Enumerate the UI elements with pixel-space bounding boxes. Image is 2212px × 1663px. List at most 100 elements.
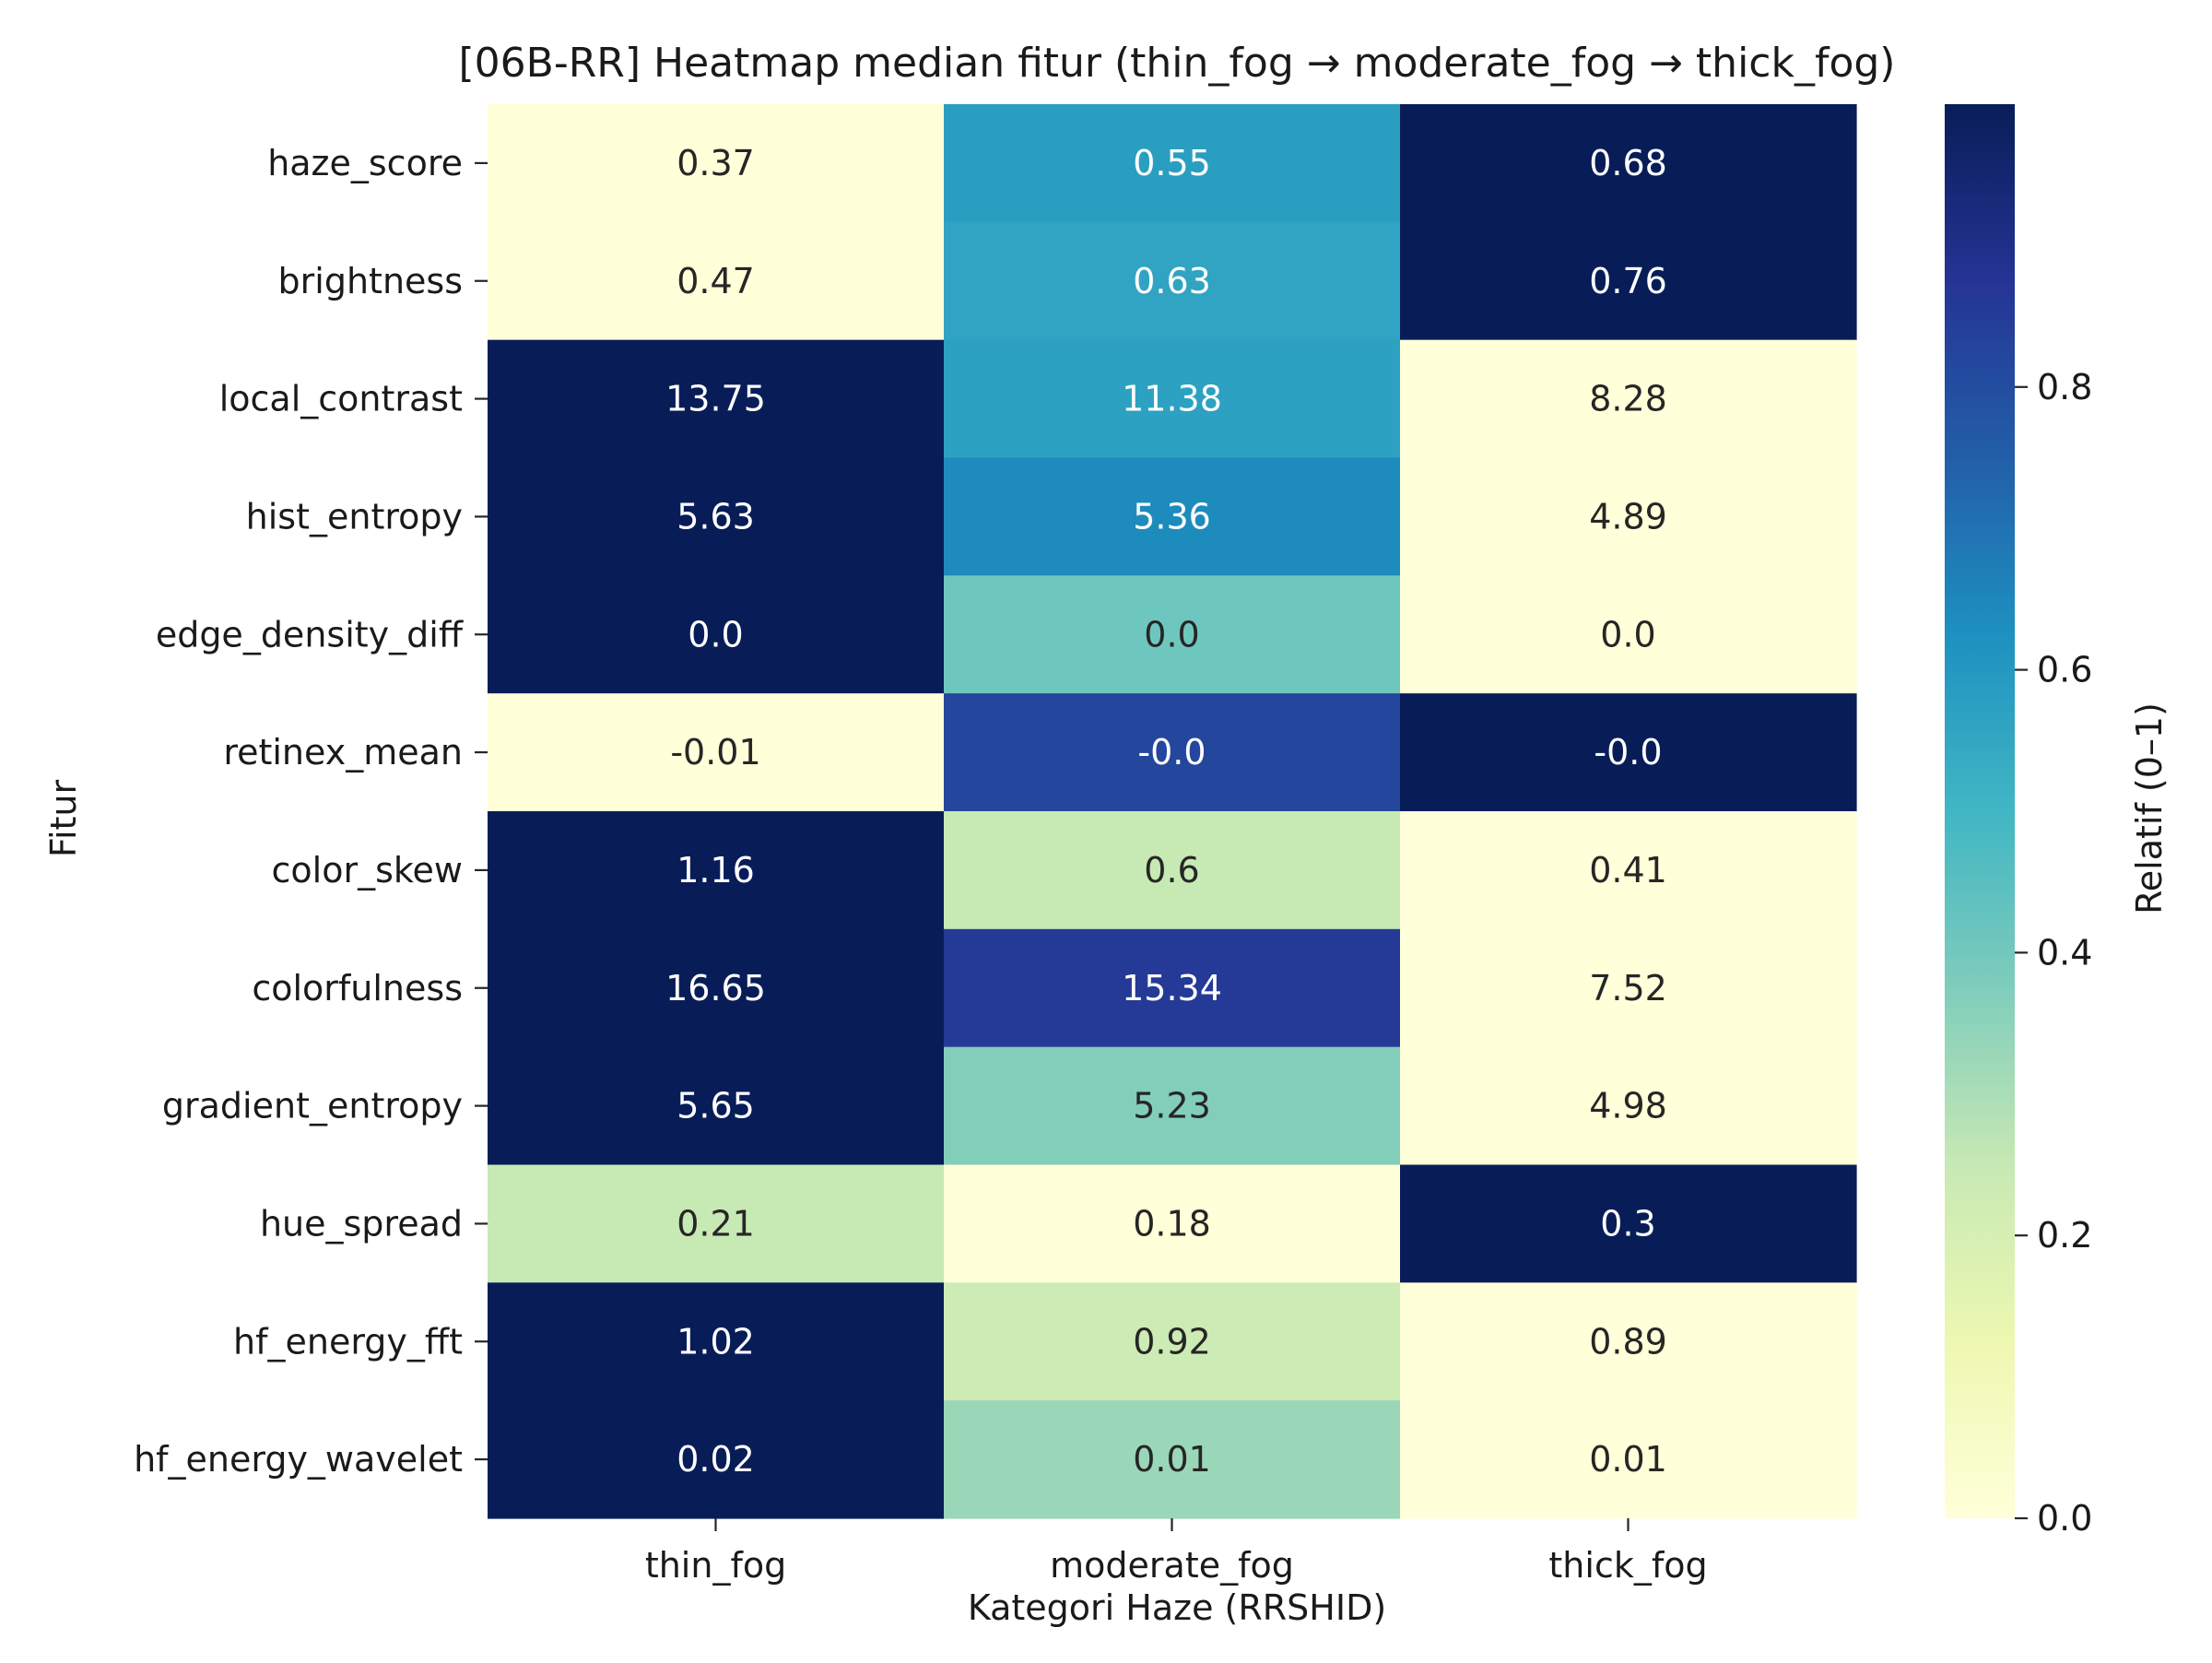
cell-value-label: 0.92 [1133, 1321, 1211, 1362]
colorbar-gradient [1945, 104, 2015, 1518]
cell-value-label: 0.01 [1133, 1439, 1211, 1480]
cell-value-label: 1.02 [677, 1321, 755, 1362]
cell-value-label: 16.65 [665, 968, 766, 1008]
heatmap-cell [488, 1164, 945, 1283]
heatmap-cell [1400, 457, 1857, 576]
heatmap-cell [488, 928, 945, 1048]
cell-value-label: 5.63 [677, 496, 755, 537]
colorbar-tick-label: 0.6 [2037, 650, 2092, 690]
heatmap-cell [944, 693, 1401, 812]
cell-value-label: 4.89 [1589, 496, 1667, 537]
cell-value-label: 0.63 [1133, 261, 1211, 301]
row-label: haze_score [267, 143, 463, 183]
heatmap-cell [944, 1282, 1401, 1401]
row-label: edge_density_diff [156, 614, 464, 655]
cell-value-label: 0.37 [677, 143, 755, 183]
heatmap-cell [488, 221, 945, 341]
row-label: brightness [278, 261, 463, 301]
row-label: retinex_mean [223, 732, 463, 773]
heatmap-cell [488, 1046, 945, 1166]
row-label: local_contrast [219, 379, 463, 419]
heatmap-cell [1400, 339, 1857, 459]
heatmap-cell [488, 339, 945, 459]
heatmap-cell [944, 928, 1401, 1048]
cell-value-label: 8.28 [1589, 379, 1667, 419]
heatmap-cell [1400, 1400, 1857, 1519]
cell-value-label: 5.65 [677, 1086, 755, 1126]
colorbar-tick-label: 0.2 [2037, 1215, 2092, 1256]
heatmap-cell [944, 1400, 1401, 1519]
heatmap-cell [944, 575, 1401, 694]
column-label: thick_fog [1548, 1545, 1707, 1586]
heatmap-cell [1400, 811, 1857, 930]
row-label: hist_entropy [246, 496, 463, 537]
cell-value-label: 1.16 [677, 850, 755, 890]
cell-value-label: 0.68 [1589, 143, 1667, 183]
row-label: colorfulness [252, 968, 463, 1008]
heatmap-cell [1400, 1282, 1857, 1401]
heatmap-cell [488, 693, 945, 812]
heatmap-cell [488, 1282, 945, 1401]
row-label: hue_spread [260, 1203, 463, 1244]
cell-value-label: 0.21 [677, 1203, 755, 1244]
heatmap-cell [944, 221, 1401, 341]
cell-value-label: 0.18 [1133, 1203, 1211, 1244]
chart-title: [06B-RR] Heatmap median fitur (thin_fog … [459, 40, 1896, 87]
cell-value-label: 0.47 [677, 261, 755, 301]
heatmap-cell [1400, 104, 1857, 223]
cell-value-label: 0.41 [1589, 850, 1667, 890]
cell-value-label: 0.0 [688, 614, 743, 655]
cell-value-label: 15.34 [1122, 968, 1222, 1008]
heatmap-cell [1400, 693, 1857, 812]
colorbar-tick-label: 0.0 [2037, 1498, 2092, 1539]
x-axis-label: Kategori Haze (RRSHID) [968, 1587, 1386, 1628]
row-label: color_skew [272, 850, 463, 890]
cell-value-label: 7.52 [1589, 968, 1667, 1008]
heatmap-cell [944, 104, 1401, 223]
column-label: moderate_fog [1050, 1545, 1294, 1586]
heatmap-cell [1400, 1046, 1857, 1166]
colorbar-tick-label: 0.4 [2037, 932, 2092, 973]
cell-value-label: 13.75 [665, 379, 766, 419]
heatmap-cell [944, 1046, 1401, 1166]
heatmap-cell [1400, 1164, 1857, 1283]
cell-value-label: 11.38 [1122, 379, 1222, 419]
colorbar-tick-label: 0.8 [2037, 367, 2092, 407]
heatmap-cell [944, 811, 1401, 930]
row-label: gradient_entropy [162, 1086, 463, 1126]
cell-value-label: 0.3 [1600, 1203, 1655, 1244]
cell-value-label: 5.36 [1133, 496, 1211, 537]
row-label: hf_energy_wavelet [134, 1439, 463, 1480]
heatmap-cell [488, 1400, 945, 1519]
heatmap-cell [1400, 575, 1857, 694]
heatmap-cells: 0.37 0.55 0.68 0.47 0.63 0.76 13.75 11.38 8.28 5.… [488, 104, 1857, 1519]
heatmap-cell [488, 811, 945, 930]
cell-value-label: 0.55 [1133, 143, 1211, 183]
y-axis-label: Fitur [43, 779, 84, 857]
heatmap-cell [944, 339, 1401, 459]
cell-value-label: 0.6 [1144, 850, 1199, 890]
colorbar-label: Relatif (0–1) [2129, 702, 2170, 914]
column-label: thin_fog [645, 1545, 786, 1586]
colorbar: 0.0 0.2 0.4 0.6 0.8 [1945, 104, 2092, 1539]
heatmap-cell [1400, 221, 1857, 341]
heatmap-cell [944, 457, 1401, 576]
cell-value-label: 4.98 [1589, 1086, 1667, 1126]
cell-value-label: 0.01 [1589, 1439, 1667, 1480]
cell-value-label: 0.89 [1589, 1321, 1667, 1362]
cell-value-label: 0.0 [1600, 614, 1655, 655]
column-labels: thin_fog moderate_fog thick_fog [645, 1518, 1708, 1586]
cell-value-label: -0.0 [1594, 732, 1662, 773]
cell-value-label: 0.0 [1144, 614, 1199, 655]
heatmap-cell [488, 104, 945, 223]
cell-value-label: 0.02 [677, 1439, 755, 1480]
heatmap-cell [488, 575, 945, 694]
cell-value-label: -0.01 [670, 732, 760, 773]
cell-value-label: 0.76 [1589, 261, 1667, 301]
cell-value-label: -0.0 [1137, 732, 1206, 773]
row-labels: haze_score brightness local_contrast hist_e… [134, 143, 488, 1480]
cell-value-label: 5.23 [1133, 1086, 1211, 1126]
heatmap-cell [1400, 928, 1857, 1048]
